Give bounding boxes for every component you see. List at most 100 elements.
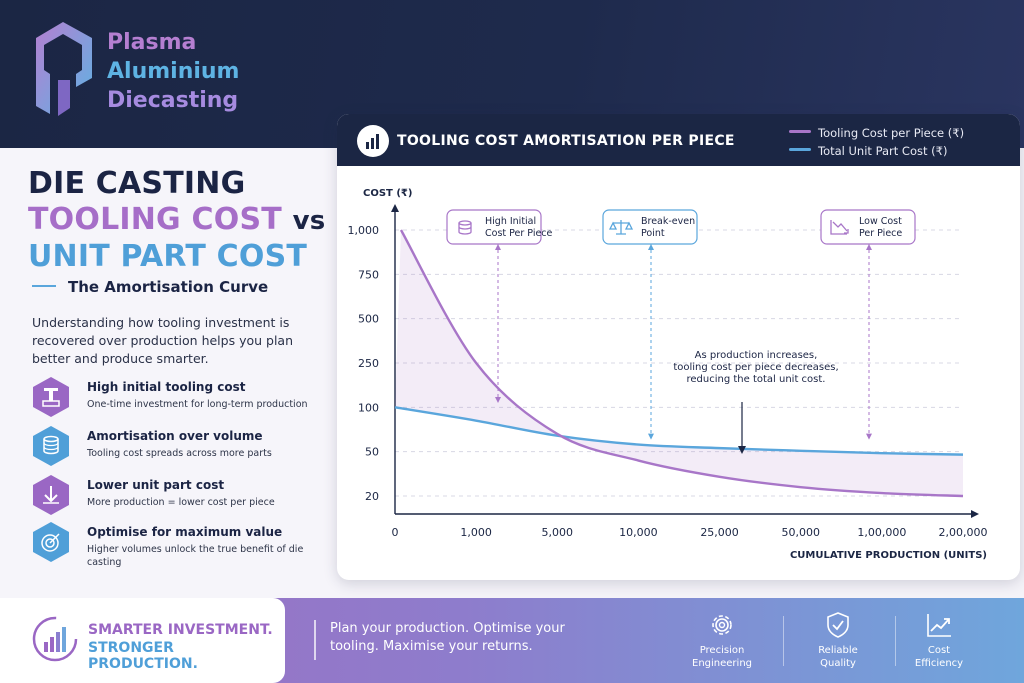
coin-stack-icon: [33, 426, 69, 466]
legend-label-total: Total Unit Part Cost (₹): [818, 144, 948, 158]
brand-line-2: Aluminium: [107, 59, 240, 84]
feature-desc: Higher volumes unlock the true benefit o…: [87, 544, 304, 568]
x-tick-label: 2,00,000: [939, 526, 988, 539]
annotation-box: [602, 209, 698, 245]
annotation-arrow: [648, 433, 654, 440]
feature-item: Lower unit part cost More production = l…: [30, 474, 330, 520]
tagline-2: STRONGER PRODUCTION.: [88, 640, 198, 672]
footer-feature: Reliable Quality: [793, 610, 883, 670]
x-tick-label: 5,000: [542, 526, 574, 539]
annotation-label: High Initial: [485, 216, 536, 227]
brand: Plasma Aluminium Diecasting: [28, 18, 278, 122]
die-tool-icon: [33, 377, 69, 417]
footer-feature-line1: Precision: [699, 645, 745, 656]
legend-swatch-total: [789, 148, 811, 151]
chart-plot: COST (₹) 1,000 750 500 250 100 50 20 0 1,000 5,000…: [348, 188, 988, 561]
growth-chart-icon: [32, 616, 78, 662]
legend-item-total: Total Unit Part Cost (₹): [789, 144, 947, 158]
footer-feature-line1: Reliable: [818, 645, 858, 656]
brand-line-1: Plasma: [107, 30, 197, 55]
y-tick-label: 100: [358, 401, 379, 414]
feature-title: High initial tooling cost: [87, 380, 246, 394]
y-tick-label: 20: [365, 490, 379, 503]
y-tick-label: 250: [358, 357, 379, 370]
annotation-arrow: [648, 244, 654, 250]
left-panel: DIE CASTING TOOLING COST vs UNIT PART CO…: [0, 148, 340, 598]
chart-up-icon: [927, 614, 951, 637]
tagline-1: SMARTER INVESTMENT.: [88, 622, 273, 638]
series-line-tooling: [399, 229, 964, 498]
bar-chart-icon: [357, 125, 389, 157]
annotation-box: [820, 209, 916, 245]
annotation-arrow: [866, 433, 872, 440]
trend-down-icon: [830, 220, 848, 235]
y-tick-label: 750: [358, 268, 379, 281]
gear-icon: [712, 615, 732, 635]
feature-title: Optimise for maximum value: [87, 525, 283, 539]
trend-down-icon: [844, 229, 849, 234]
divider: [783, 616, 784, 666]
page-title: DIE CASTING TOOLING COST vs UNIT PART CO…: [28, 166, 325, 275]
annotation-arrow: [495, 244, 501, 250]
feature-item: Amortisation over volume Tooling cost sp…: [30, 425, 330, 471]
footer-tagline-card: SMARTER INVESTMENT. STRONGER PRODUCTION.: [0, 598, 285, 683]
annotation-label: Break-even: [641, 216, 695, 227]
x-tick-label: 25,000: [700, 526, 739, 539]
chart-header: TOOLING COST AMORTISATION PER PIECE Tool…: [337, 114, 1020, 166]
title-line-1: DIE CASTING: [28, 166, 246, 201]
down-arrow-icon: [33, 475, 69, 515]
target-icon: [33, 522, 69, 562]
footer-feature-line2: Quality: [820, 658, 856, 669]
footer: SMARTER INVESTMENT. STRONGER PRODUCTION.…: [0, 598, 1024, 683]
annotation-box: [446, 209, 542, 245]
footer-feature-line1: Cost: [927, 645, 951, 656]
legend-item-tooling: Tooling Cost per Piece (₹): [789, 126, 964, 140]
title-vs: vs: [292, 206, 326, 236]
chart-note: As production increases,: [695, 350, 818, 361]
feature-title: Lower unit part cost: [87, 478, 225, 492]
feature-desc: More production = lower cost per piece: [87, 497, 275, 508]
footer-feature: Precision Engineering: [677, 610, 767, 670]
subtitle: The Amortisation Curve: [32, 278, 268, 296]
legend-swatch-tooling: [789, 130, 811, 133]
feature-desc: One-time investment for long-term produc…: [87, 399, 308, 410]
y-axis-label: COST (₹): [363, 188, 412, 199]
feature-item: Optimise for maximum value Higher volume…: [30, 521, 330, 568]
y-tick-label: 500: [358, 313, 379, 326]
intro-text: Understanding how tooling investment is …: [32, 315, 294, 366]
feature-item: High initial tooling cost One-time inves…: [30, 376, 330, 422]
shield-check-icon: [827, 612, 849, 638]
annotation-arrow: [495, 397, 501, 403]
x-tick-label: 0: [392, 526, 399, 539]
annotation-label: Per Piece: [859, 228, 902, 239]
chart-note: reducing the total unit cost.: [687, 374, 826, 385]
series-line-total: [394, 406, 964, 456]
divider: [895, 616, 896, 666]
note-arrow-head: [738, 446, 746, 454]
title-line-2: TOOLING COST: [28, 202, 282, 237]
x-axis-arrow: [971, 510, 979, 518]
y-axis-arrow: [391, 204, 399, 212]
scale-icon: [608, 220, 634, 235]
x-tick-label: 1,00,000: [857, 526, 906, 539]
y-tick-label: 50: [365, 446, 379, 459]
chart-card: TOOLING COST AMORTISATION PER PIECE Tool…: [337, 114, 1020, 580]
footer-message: Plan your production. Optimise your tool…: [330, 621, 565, 654]
x-axis-label: CUMULATIVE PRODUCTION (UNITS): [790, 550, 987, 561]
footer-feature-line2: Efficiency: [914, 658, 964, 669]
annotation-label: Low Cost: [859, 216, 902, 227]
annotation-label: Cost Per Piece: [485, 228, 553, 239]
chart-note: tooling cost per piece decreases,: [673, 362, 838, 373]
logo-icon: [36, 22, 92, 116]
x-tick-label: 1,000: [460, 526, 492, 539]
coins-icon: [458, 223, 472, 235]
brand-line-3: Diecasting: [107, 88, 239, 113]
annotation-label: Point: [641, 228, 665, 239]
tooling-area-fill: [395, 230, 963, 496]
y-tick-label: 1,000: [348, 224, 380, 237]
feature-desc: Tooling cost spreads across more parts: [87, 448, 272, 459]
title-line-3: UNIT PART COST: [28, 239, 308, 274]
divider: [314, 620, 316, 660]
feature-title: Amortisation over volume: [87, 429, 263, 443]
footer-feature: Cost Efficiency: [894, 610, 984, 670]
